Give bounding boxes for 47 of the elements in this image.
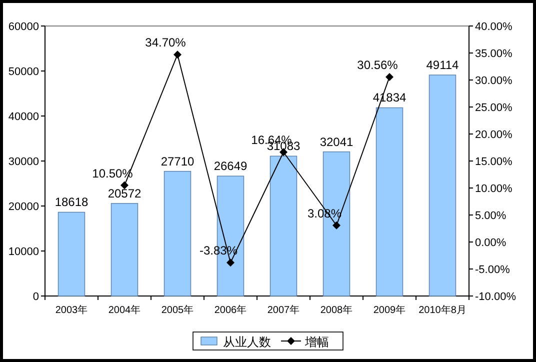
data-label: 27710 <box>160 154 195 168</box>
point <box>332 221 340 230</box>
y2-tick-label: -10.00% <box>475 291 516 303</box>
data-label: 49114 <box>426 58 460 72</box>
data-label: 18618 <box>54 195 89 210</box>
bar <box>110 203 138 296</box>
y2-tick-label: 20.00% <box>475 129 513 141</box>
y2-tick-label: 35.00% <box>475 48 513 60</box>
y-tick-label: 50000 <box>8 66 39 78</box>
y2-tick-label: 15.00% <box>475 156 513 168</box>
point <box>226 258 234 267</box>
y-tick-label: 20000 <box>8 201 39 213</box>
y2-tick-label: 40.00% <box>475 21 513 33</box>
bar <box>164 170 192 296</box>
data-label: 20572 <box>108 186 142 200</box>
x-tick-label: 2006年 <box>214 304 247 316</box>
x-tick-label: 2008年 <box>320 304 353 316</box>
y2-tick-label: -5.00% <box>475 264 510 276</box>
bar <box>428 74 456 296</box>
point <box>120 181 128 190</box>
point <box>174 50 182 59</box>
bar <box>270 156 298 296</box>
data-label: 30.56% <box>357 58 398 72</box>
data-label: 32041 <box>320 134 354 149</box>
point <box>386 72 394 81</box>
bar <box>376 107 404 296</box>
y-tick-label: 60000 <box>8 21 39 33</box>
y2-tick-label: 5.00% <box>475 210 506 222</box>
x-tick-label: 2007年 <box>267 304 300 316</box>
bar <box>58 212 86 296</box>
data-label: 34.70% <box>145 36 186 50</box>
x-tick-label: 2004年 <box>108 304 141 316</box>
y-tick-label: 30000 <box>8 156 39 168</box>
y2-tick-label: 25.00% <box>475 102 513 114</box>
y-tick-label: 10000 <box>8 246 39 258</box>
x-tick-label: 2005年 <box>161 304 194 316</box>
data-label: 26649 <box>214 159 248 174</box>
y-tick-label: 0 <box>32 291 39 303</box>
legend-label: 增幅 <box>304 335 329 349</box>
y2-tick-label: 10.00% <box>475 183 513 195</box>
y2-tick-label: 30.00% <box>475 75 513 87</box>
x-tick-label: 2010年8月 <box>418 304 466 316</box>
legend-label: 从业人数 <box>223 335 271 349</box>
y2-tick-label: 0.00% <box>475 237 506 249</box>
x-tick-label: 2009年 <box>373 304 406 316</box>
x-tick-label: 2003年 <box>55 304 88 316</box>
y-tick-label: 40000 <box>8 111 39 123</box>
